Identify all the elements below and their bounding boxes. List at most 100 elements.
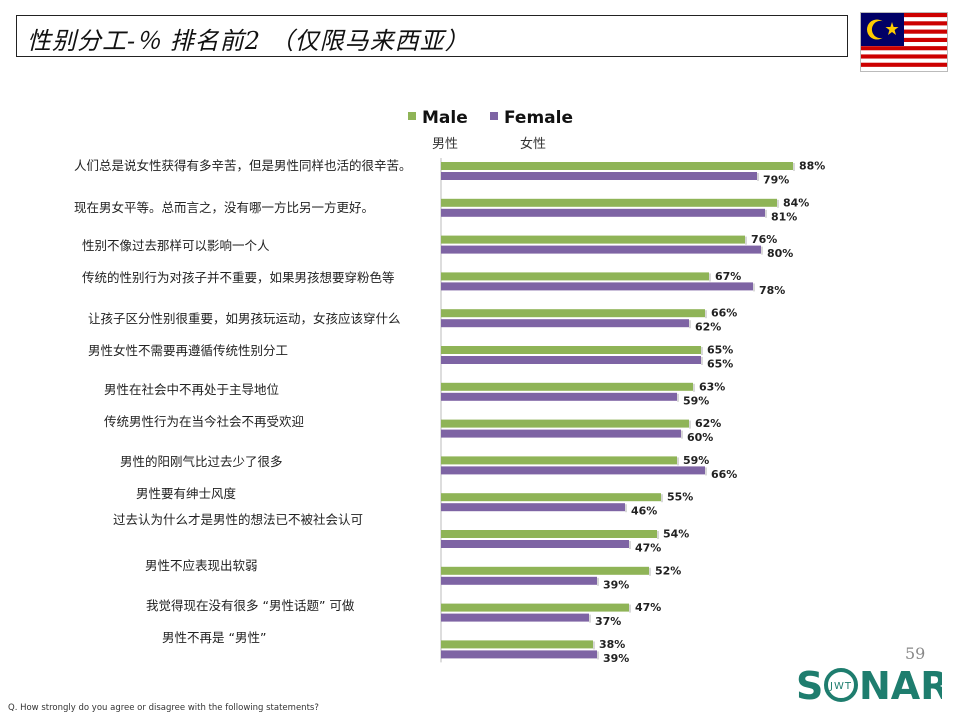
female-bar-shadow-10 <box>625 504 627 513</box>
male-value-label-5: 66% <box>711 307 737 320</box>
female-bar-shadow-9 <box>705 467 707 476</box>
logo-text-right: NAR <box>859 664 942 706</box>
female-value-label-5: 62% <box>695 321 721 334</box>
male-bar-shadow-11 <box>657 531 659 539</box>
male-value-label-1: 88% <box>799 160 825 173</box>
male-bar-7 <box>441 382 693 391</box>
female-bar-shadow-12 <box>597 577 599 586</box>
female-bar-14 <box>441 650 597 659</box>
female-value-label-7: 59% <box>683 394 709 407</box>
statement-label-2: 现在男女平等。总而言之，没有哪一方比另一方更好。 <box>74 200 375 215</box>
male-value-label-13: 47% <box>635 601 661 614</box>
male-value-label-4: 67% <box>715 270 741 283</box>
female-bar-3 <box>441 245 761 254</box>
female-bar-1 <box>441 172 757 180</box>
female-bar-shadow-4 <box>753 283 755 292</box>
statement-label-13: 我觉得现在没有很多 “男性话题” 可做 <box>146 598 355 613</box>
male-bar-shadow-12 <box>649 567 651 576</box>
female-value-label-1: 79% <box>763 174 789 187</box>
female-value-label-9: 66% <box>711 468 737 481</box>
legend-male-label: Male <box>422 108 468 128</box>
female-bar-7 <box>441 392 677 401</box>
statement-label-11: 过去认为什么才是男性的想法已不被社会认可 <box>113 512 364 527</box>
statement-label-8: 传统男性行为在当今社会不再受欢迎 <box>104 414 305 429</box>
statement-label-5: 让孩子区分性别很重要，如男孩玩运动，女孩应该穿什么 <box>88 311 401 326</box>
page-number: 59 <box>905 644 926 663</box>
male-bar-shadow-4 <box>709 273 711 282</box>
male-bar-shadow-1 <box>793 163 795 171</box>
legend-male: Male <box>408 108 468 128</box>
female-bar-shadow-11 <box>629 541 631 549</box>
female-bar-shadow-14 <box>597 651 599 660</box>
statement-label-9: 男性的阳刚气比过去少了很多 <box>120 454 283 469</box>
male-value-label-7: 63% <box>699 380 725 393</box>
male-bar-shadow-14 <box>593 641 595 650</box>
male-value-label-2: 84% <box>783 196 809 209</box>
male-bar-shadow-10 <box>661 494 663 503</box>
statement-label-7: 男性在社会中不再处于主导地位 <box>104 382 280 397</box>
male-bar-shadow-3 <box>745 236 747 245</box>
female-value-label-3: 80% <box>767 247 793 260</box>
female-value-label-14: 39% <box>603 652 629 665</box>
female-bar-9 <box>441 466 705 475</box>
legend-female-swatch <box>490 112 498 120</box>
female-value-label-12: 39% <box>603 578 629 591</box>
male-bar-1 <box>441 162 793 170</box>
female-bar-shadow-13 <box>589 614 591 623</box>
female-bar-2 <box>441 208 765 217</box>
male-value-label-12: 52% <box>655 564 681 577</box>
legend: Male Female 男性 女性 <box>408 108 608 154</box>
page-title: 性别分工-％ 排名前2 （仅限马来西亚） <box>27 27 470 55</box>
male-bar-11 <box>441 530 657 538</box>
female-bar-shadow-6 <box>701 357 703 365</box>
statement-label-6: 男性女性不需要再遵循传统性别分工 <box>88 343 289 358</box>
male-value-label-11: 54% <box>663 528 689 541</box>
logo-text-inner: JWT <box>829 681 852 692</box>
female-bar-13 <box>441 613 589 622</box>
female-value-label-6: 65% <box>707 358 733 371</box>
female-bar-6 <box>441 356 701 364</box>
female-value-label-11: 47% <box>635 542 661 555</box>
legend-male-sub: 男性 <box>432 137 459 152</box>
male-value-label-9: 59% <box>683 454 709 467</box>
female-bar-12 <box>441 576 597 585</box>
legend-female: Female <box>490 108 573 128</box>
male-bar-14 <box>441 640 593 649</box>
title-box: 性别分工-％ 排名前2 （仅限马来西亚） <box>16 15 848 57</box>
male-bar-10 <box>441 493 661 502</box>
male-bar-8 <box>441 419 689 428</box>
male-value-label-3: 76% <box>751 233 777 246</box>
female-bar-10 <box>441 503 625 512</box>
statement-label-12: 男性不应表现出软弱 <box>145 558 258 573</box>
female-bar-4 <box>441 282 753 291</box>
female-value-label-10: 46% <box>631 505 657 518</box>
legend-male-swatch <box>408 112 416 120</box>
statement-label-10: 男性要有绅士风度 <box>136 486 237 501</box>
male-value-label-14: 38% <box>599 638 625 651</box>
female-bar-shadow-1 <box>757 173 759 181</box>
female-value-label-2: 81% <box>771 210 797 223</box>
male-bar-shadow-13 <box>629 604 631 613</box>
male-bar-shadow-2 <box>777 199 779 208</box>
male-bar-shadow-6 <box>701 347 703 355</box>
female-bar-5 <box>441 319 689 328</box>
sonar-logo: S JWT NAR <box>796 664 942 706</box>
male-bar-2 <box>441 198 777 207</box>
male-value-label-8: 62% <box>695 417 721 430</box>
malaysia-flag-icon <box>860 12 948 72</box>
male-bar-shadow-8 <box>689 420 691 429</box>
male-bar-3 <box>441 235 745 244</box>
male-bar-shadow-7 <box>693 383 695 392</box>
statement-label-3: 性别不像过去那样可以影响一个人 <box>82 238 270 253</box>
male-bar-shadow-5 <box>705 310 707 319</box>
male-bar-6 <box>441 346 701 354</box>
female-bar-11 <box>441 540 629 548</box>
female-bar-shadow-2 <box>765 209 767 218</box>
male-bar-5 <box>441 309 705 318</box>
female-bar-shadow-3 <box>761 246 763 255</box>
male-bar-12 <box>441 566 649 575</box>
male-value-label-10: 55% <box>667 491 693 504</box>
male-bar-shadow-9 <box>677 457 679 466</box>
female-bar-shadow-7 <box>677 393 679 402</box>
question-footnote: Q. How strongly do you agree or disagree… <box>8 703 319 713</box>
